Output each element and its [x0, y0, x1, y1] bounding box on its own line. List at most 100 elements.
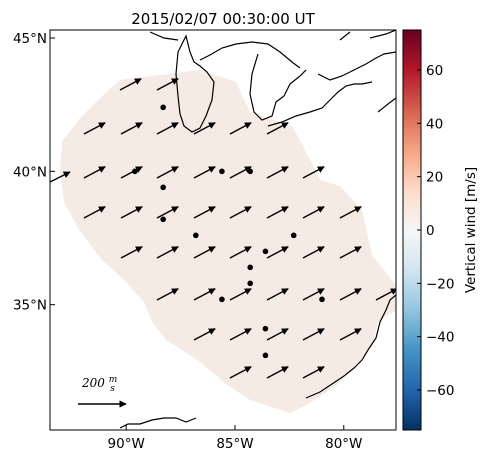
wind-vector [119, 78, 142, 91]
wind-vector [339, 288, 362, 301]
wind-vector [120, 122, 143, 135]
wind-vector [120, 206, 143, 219]
reference-vector-unit-denominator: s [110, 384, 115, 394]
lake-michigan-outline [175, 34, 215, 133]
colorbar-tick-label: 20 [426, 170, 443, 186]
wind-vector [193, 246, 216, 259]
wind-vector [302, 328, 325, 341]
station-marker [160, 184, 166, 191]
wind-vector [229, 206, 252, 219]
wind-vector [229, 288, 252, 301]
longitude-tick-label: 80°W [325, 436, 362, 452]
wind-vector [266, 166, 289, 179]
coast-upper-michigan-outline [149, 31, 179, 41]
wind-field-region [60, 70, 396, 413]
wind-vector [302, 166, 325, 179]
colorbar-tick-label: −20 [426, 276, 455, 292]
wind-vector [83, 206, 106, 219]
station-marker [132, 168, 138, 175]
colorbar-tick-label: 0 [426, 223, 435, 239]
colorbar-tick-label: 60 [426, 63, 443, 79]
station-marker [160, 216, 166, 223]
coast-east-outline [377, 97, 396, 113]
wind-vector [339, 328, 362, 341]
colorbar-tick-label: −40 [426, 330, 455, 346]
wind-vector [193, 122, 216, 135]
colorbar-ticks: 60 40 20 0 −20 −40 −60 [417, 63, 455, 399]
wind-vector [229, 366, 252, 379]
wind-vector [229, 122, 252, 135]
wind-vector [156, 288, 179, 301]
wind-vector [229, 328, 252, 341]
wind-vector [302, 246, 325, 259]
station-marker [262, 248, 269, 255]
coast-north-outline [199, 41, 301, 69]
latitude-tick-label: 45°N [13, 31, 47, 47]
station-marker [247, 168, 254, 175]
coast-gulf-outline [119, 417, 197, 429]
coast-northeast-outline [317, 51, 396, 81]
wind-vector [266, 288, 289, 301]
wind-vector [193, 166, 216, 179]
wind-vector [193, 328, 216, 341]
lake-huron-outline [249, 53, 307, 121]
wind-vector [156, 122, 179, 135]
colorbar-tick-label: 40 [426, 116, 443, 132]
latitude-ticks: 45°N 40°N 35°N [13, 31, 55, 314]
wind-vector [302, 366, 325, 379]
station-markers [132, 104, 325, 359]
station-marker [160, 104, 166, 111]
colorbar: 60 40 20 0 −20 −40 −60 Vertical wind [m/s] [402, 29, 479, 431]
wind-vector [266, 366, 289, 379]
wind-vector [193, 206, 216, 219]
reference-vector-unit-numerator: m [109, 375, 118, 385]
wind-vector [156, 206, 179, 219]
colorbar-tick-label: −60 [426, 383, 455, 399]
coast-atlantic-outline [305, 294, 396, 399]
station-marker [219, 296, 225, 303]
station-marker [247, 280, 254, 287]
wind-vector [50, 171, 71, 183]
wind-vector [266, 246, 289, 259]
wind-vector [266, 122, 289, 135]
wind-vector [339, 246, 362, 259]
wind-vectors [50, 78, 396, 379]
station-marker [219, 168, 225, 175]
wind-vector [193, 288, 216, 301]
colorbar-label: Vertical wind [m/s] [463, 167, 479, 293]
wind-vector [229, 246, 252, 259]
wind-vector [83, 166, 106, 179]
station-marker [262, 325, 269, 332]
wind-vector [266, 328, 289, 341]
map-frame [49, 29, 397, 431]
wind-vector [229, 166, 252, 179]
station-marker [262, 352, 269, 359]
wind-vector [375, 288, 396, 301]
wind-vector [156, 166, 179, 179]
wind-vector [266, 206, 289, 219]
station-marker [247, 264, 254, 271]
reference-vector-value: 200 [81, 376, 109, 390]
longitude-tick-label: 90°W [108, 436, 145, 452]
wind-vector [302, 206, 325, 219]
station-marker [192, 232, 199, 239]
wind-vector [339, 206, 362, 219]
lake-erie-ontario-outline [267, 81, 373, 127]
wind-vector [83, 122, 106, 135]
map-title: 2015/02/07 00:30:00 UT [131, 10, 315, 28]
station-marker [290, 232, 297, 239]
wind-vector [302, 288, 325, 301]
wind-vector [156, 246, 179, 259]
longitude-ticks: 90°W 85°W 80°W [108, 425, 362, 452]
coast-north-east-edge-outline [339, 30, 396, 41]
wind-vector [120, 246, 143, 259]
wind-vector [120, 166, 143, 179]
latitude-tick-label: 35°N [13, 298, 47, 314]
longitude-tick-label: 85°W [216, 436, 253, 452]
wind-vector [156, 78, 179, 91]
station-marker [319, 296, 325, 303]
